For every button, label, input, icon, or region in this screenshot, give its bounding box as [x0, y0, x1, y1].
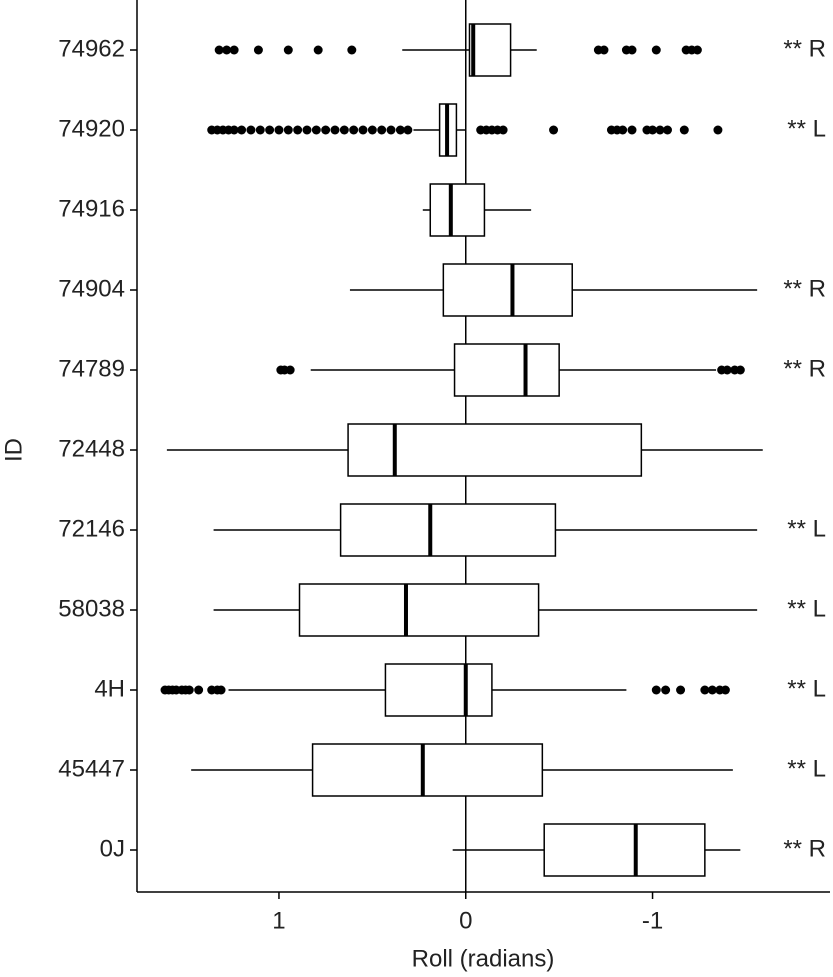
outlier	[222, 45, 232, 55]
x-tick-label: 1	[272, 907, 285, 934]
outlier	[676, 685, 686, 695]
box	[543, 823, 706, 877]
y-tick-label: 74916	[58, 195, 125, 222]
outlier	[662, 125, 672, 135]
outlier	[692, 45, 702, 55]
outlier	[700, 685, 710, 695]
box	[384, 663, 493, 717]
outlier	[377, 125, 387, 135]
outlier	[713, 125, 723, 135]
annotation: ** L	[787, 515, 826, 542]
y-tick-label: 72448	[58, 435, 125, 462]
outlier	[302, 125, 312, 135]
annotation: ** L	[787, 675, 826, 702]
outlier	[265, 125, 275, 135]
outlier	[330, 125, 340, 135]
outlier	[395, 125, 405, 135]
annotation: ** R	[783, 35, 826, 62]
box	[311, 743, 544, 797]
outlier	[358, 125, 368, 135]
outlier	[618, 125, 628, 135]
outlier	[655, 125, 665, 135]
outlier	[255, 125, 265, 135]
outlier	[347, 45, 357, 55]
y-tick-label: 58038	[58, 595, 125, 622]
outlier	[321, 125, 331, 135]
outlier	[367, 125, 377, 135]
x-tick-label: 0	[459, 907, 472, 934]
outlier	[311, 125, 321, 135]
outlier	[293, 125, 303, 135]
y-tick-label: 74789	[58, 355, 125, 382]
outlier	[722, 365, 732, 375]
outlier	[679, 125, 689, 135]
outlier	[229, 45, 239, 55]
annotation: ** L	[787, 755, 826, 782]
box	[429, 183, 486, 237]
outlier	[216, 685, 226, 695]
outlier	[237, 125, 247, 135]
annotation: ** R	[783, 355, 826, 382]
box	[468, 23, 512, 77]
y-tick-label: 45447	[58, 755, 125, 782]
outlier	[229, 125, 239, 135]
outlier	[349, 125, 359, 135]
annotation: ** R	[783, 275, 826, 302]
outlier	[720, 685, 730, 695]
box	[339, 503, 557, 557]
outlier	[313, 45, 323, 55]
box	[453, 343, 560, 397]
y-axis-title: ID	[0, 438, 27, 462]
outlier	[735, 365, 745, 375]
outlier	[627, 45, 637, 55]
annotation: ** R	[783, 835, 826, 862]
outlier	[283, 125, 293, 135]
outlier	[627, 125, 637, 135]
outlier	[386, 125, 396, 135]
y-tick-label: 74962	[58, 35, 125, 62]
x-axis-title: Roll (radians)	[412, 945, 555, 972]
outlier	[214, 45, 224, 55]
outlier	[283, 45, 293, 55]
box	[442, 263, 573, 317]
outlier	[707, 685, 717, 695]
outlier	[648, 125, 658, 135]
y-tick-label: 4H	[94, 675, 125, 702]
outlier	[549, 125, 559, 135]
x-tick-label: -1	[642, 907, 663, 934]
outlier	[599, 45, 609, 55]
outlier	[253, 45, 263, 55]
outlier	[274, 125, 284, 135]
outlier	[285, 365, 295, 375]
outlier	[246, 125, 256, 135]
outlier	[661, 685, 671, 695]
box	[347, 423, 643, 477]
y-tick-label: 0J	[100, 835, 125, 862]
y-tick-label: 74920	[58, 115, 125, 142]
outlier	[651, 685, 661, 695]
outlier	[498, 125, 508, 135]
outlier	[651, 45, 661, 55]
y-tick-label: 74904	[58, 275, 125, 302]
annotation: ** L	[787, 595, 826, 622]
outlier	[403, 125, 413, 135]
box	[298, 583, 540, 637]
y-tick-label: 72146	[58, 515, 125, 542]
outlier	[184, 685, 194, 695]
outlier	[194, 685, 204, 695]
annotation: ** L	[787, 115, 826, 142]
outlier	[339, 125, 349, 135]
